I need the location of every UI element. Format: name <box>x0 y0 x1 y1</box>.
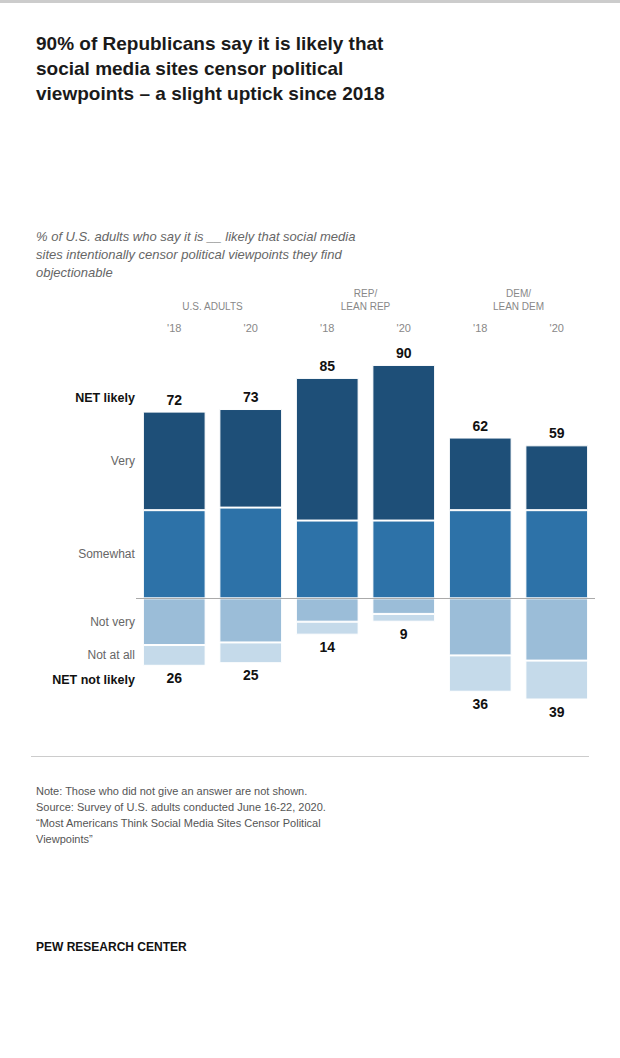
svg-text:Not at all: Not at all <box>88 648 135 662</box>
svg-text:72: 72 <box>166 392 182 408</box>
svg-text:sites intentionally censor pol: sites intentionally censor political vie… <box>36 247 342 262</box>
svg-text:U.S. ADULTS: U.S. ADULTS <box>182 301 243 312</box>
svg-text:25: 25 <box>243 667 259 683</box>
svg-text:'20: '20 <box>244 322 258 334</box>
svg-text:PEW RESEARCH CENTER: PEW RESEARCH CENTER <box>36 940 187 954</box>
svg-text:Not very: Not very <box>90 615 135 629</box>
svg-text:36: 36 <box>472 696 488 712</box>
svg-text:LEAN REP: LEAN REP <box>341 301 391 312</box>
svg-text:LEAN DEM: LEAN DEM <box>493 301 544 312</box>
svg-text:Note: Those who did not give a: Note: Those who did not give an answer a… <box>36 785 307 797</box>
svg-text:NET not likely: NET not likely <box>52 673 135 687</box>
svg-text:'20: '20 <box>550 322 564 334</box>
svg-text:Source: Survey of U.S. adults: Source: Survey of U.S. adults conducted … <box>36 801 326 813</box>
svg-text:'18: '18 <box>320 322 334 334</box>
svg-text:26: 26 <box>166 670 182 686</box>
svg-text:social media sites censor poli: social media sites censor political <box>36 58 343 79</box>
svg-text:'18: '18 <box>473 322 487 334</box>
svg-text:REP/: REP/ <box>354 288 378 299</box>
svg-text:Very: Very <box>111 454 135 468</box>
svg-text:9: 9 <box>400 626 408 642</box>
svg-text:73: 73 <box>243 389 259 405</box>
svg-text:NET likely: NET likely <box>75 391 135 405</box>
svg-text:Viewpoints”: Viewpoints” <box>36 833 93 845</box>
svg-text:'20: '20 <box>397 322 411 334</box>
svg-text:14: 14 <box>319 639 335 655</box>
svg-text:90% of Republicans say it is l: 90% of Republicans say it is likely that <box>36 33 384 54</box>
svg-text:90: 90 <box>396 345 412 361</box>
svg-text:% of U.S. adults who say it is: % of U.S. adults who say it is __ likely… <box>36 229 355 244</box>
svg-text:39: 39 <box>549 704 565 720</box>
svg-text:Somewhat: Somewhat <box>78 547 135 561</box>
svg-text:objectionable: objectionable <box>36 265 113 280</box>
svg-text:62: 62 <box>472 418 488 434</box>
svg-text:DEM/: DEM/ <box>506 288 531 299</box>
svg-text:“Most Americans Think Social M: “Most Americans Think Social Media Sites… <box>36 817 321 829</box>
svg-text:'18: '18 <box>167 322 181 334</box>
svg-text:85: 85 <box>319 358 335 374</box>
svg-text:59: 59 <box>549 425 565 441</box>
svg-text:viewpoints – a slight uptick s: viewpoints – a slight uptick since 2018 <box>36 83 384 104</box>
